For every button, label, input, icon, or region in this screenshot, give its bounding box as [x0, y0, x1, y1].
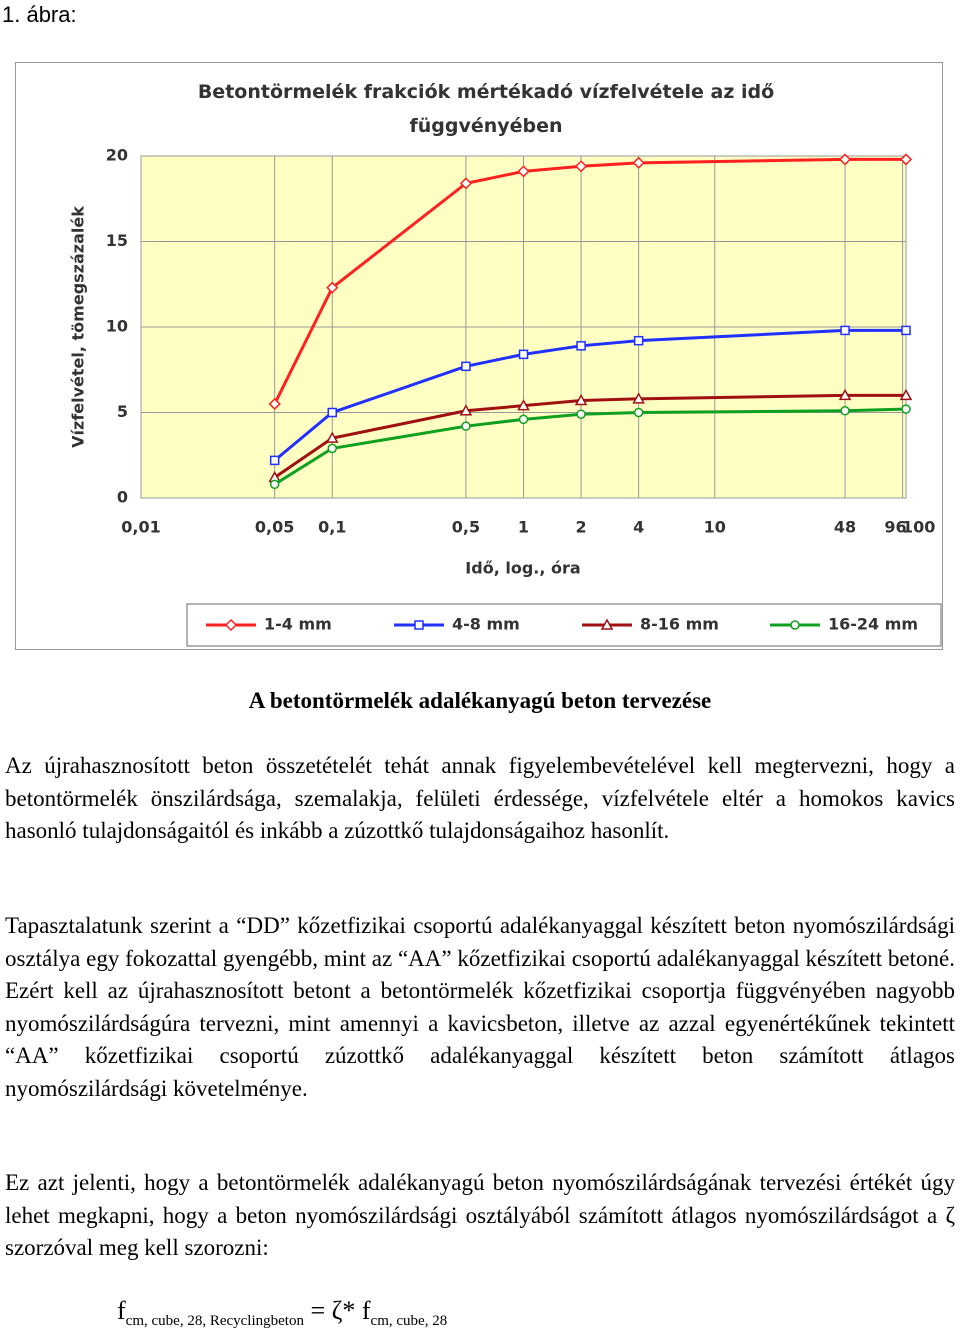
- marker: [574, 393, 588, 406]
- marker: [840, 325, 850, 336]
- marker: [840, 406, 850, 416]
- legend-label: 4-8 mm: [452, 615, 520, 634]
- x-tick-label: 2: [576, 518, 587, 537]
- y-tick-label: 5: [117, 402, 128, 421]
- marker: [518, 414, 529, 425]
- formula: fcm, cube, 28, Recyclingbeton = ζ* fcm, …: [117, 1296, 447, 1330]
- legend-label: 1-4 mm: [264, 615, 332, 634]
- marker: [633, 407, 644, 418]
- y-tick-label: 0: [117, 488, 128, 507]
- formula-lhs-sub: cm, cube, 28, Recyclingbeton: [125, 1313, 304, 1330]
- marker: [326, 281, 339, 294]
- chart-frame: Idő, log., óra Vízfelvétel, tömegszázalé…: [15, 62, 943, 650]
- x-tick-label: 0,5: [452, 518, 480, 537]
- formula-rhs: = ζ* f: [310, 1296, 371, 1325]
- paragraph: Ez azt jelenti, hogy a betontörmelék ada…: [5, 1170, 955, 1260]
- marker: [838, 388, 852, 401]
- marker: [325, 431, 339, 443]
- x-tick-label: 0,05: [255, 518, 294, 537]
- marker: [327, 407, 337, 418]
- legend-marker: [414, 620, 424, 630]
- legend-marker: [600, 618, 614, 630]
- series-line: [273, 157, 906, 405]
- x-tick-label: 10: [704, 518, 726, 537]
- marker: [632, 156, 645, 169]
- chart-title: Betontörmelék frakciók mértékadó vízfelv…: [197, 81, 775, 137]
- figure-label: 1. ábra:: [2, 2, 77, 27]
- x-axis-label: Idő, log., óra: [465, 559, 580, 578]
- y-tick-label: 10: [106, 317, 128, 336]
- series-line: [273, 393, 906, 479]
- marker: [838, 153, 852, 166]
- x-tick-label: 96: [884, 518, 906, 537]
- legend-label: 16-24 mm: [828, 615, 918, 634]
- marker: [518, 349, 529, 360]
- marker: [268, 397, 281, 411]
- y-tick-label: 15: [106, 231, 128, 250]
- marker: [632, 392, 645, 404]
- x-tick-label: 0,1: [318, 518, 346, 537]
- x-tick-label: 4: [633, 518, 644, 537]
- marker: [461, 361, 471, 372]
- marker: [459, 404, 473, 416]
- legend-label: 8-16 mm: [640, 615, 719, 634]
- legend-marker: [790, 620, 800, 630]
- marker: [459, 177, 472, 190]
- legend-marker: [224, 618, 238, 632]
- marker: [576, 409, 586, 419]
- marker: [517, 399, 530, 411]
- marker: [901, 325, 911, 336]
- paragraph: Az újrahasznosított beton összetételét t…: [5, 753, 955, 843]
- marker: [517, 165, 530, 178]
- y-tick-label: 20: [106, 146, 128, 165]
- marker: [576, 341, 586, 351]
- x-tick-label: 100: [902, 518, 935, 537]
- formula-lhs: f: [117, 1296, 126, 1325]
- marker: [899, 388, 913, 401]
- marker: [575, 160, 588, 173]
- marker: [327, 443, 337, 454]
- y-axis-label: Vízfelvétel, tömegszázalék: [69, 206, 88, 448]
- marker: [901, 404, 911, 414]
- marker: [899, 153, 913, 166]
- marker: [461, 421, 471, 431]
- chart: Idő, log., óra Vízfelvétel, tömegszázalé…: [69, 146, 942, 647]
- x-tick-label: 48: [834, 518, 856, 537]
- x-tick-label: 1: [518, 518, 529, 537]
- marker: [269, 455, 280, 466]
- formula-rhs-sub: cm, cube, 28: [370, 1313, 448, 1330]
- paragraph: Tapasztalatunk szerint a “DD” kőzetfizik…: [5, 913, 955, 1101]
- marker: [633, 335, 644, 346]
- marker: [269, 479, 280, 490]
- x-tick-label: 0,01: [121, 518, 160, 537]
- series-line: [273, 328, 906, 462]
- series-line: [273, 407, 907, 486]
- heading: A betontörmelék adalékanyagú beton terve…: [248, 688, 712, 713]
